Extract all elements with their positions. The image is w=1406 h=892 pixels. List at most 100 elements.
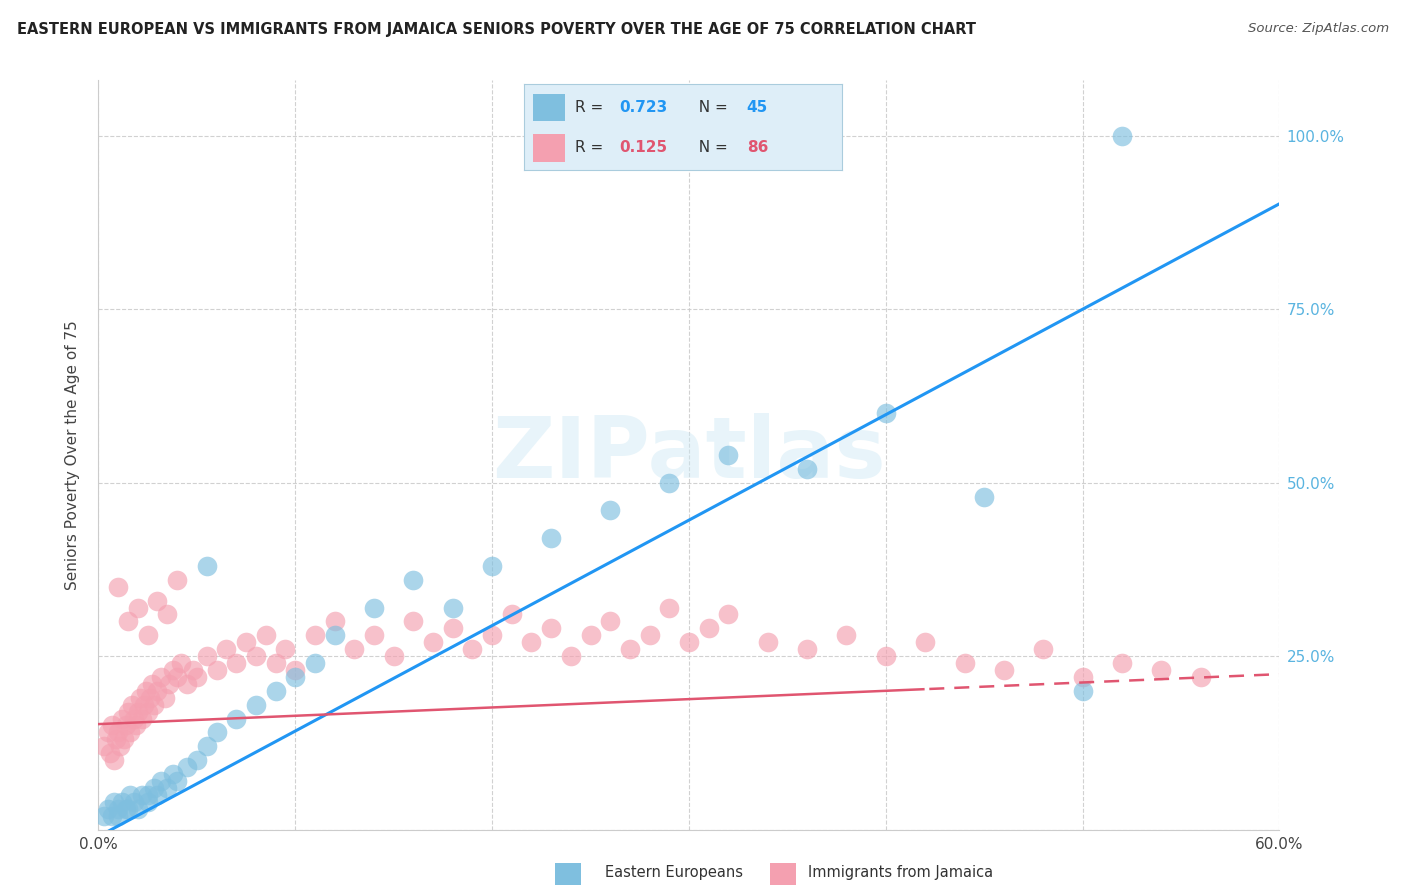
- Point: [138, 690, 160, 705]
- Point: [150, 670, 173, 684]
- Point: [284, 663, 307, 677]
- Point: [146, 683, 169, 698]
- Point: [117, 802, 139, 816]
- Point: [128, 690, 150, 705]
- Point: [93, 808, 115, 822]
- Point: [304, 656, 326, 670]
- Point: [156, 780, 179, 795]
- Point: [107, 802, 129, 816]
- Point: [136, 788, 159, 802]
- Point: [205, 663, 228, 677]
- Point: [1111, 656, 1133, 670]
- Point: [441, 600, 464, 615]
- Point: [93, 739, 115, 754]
- Point: [107, 580, 129, 594]
- Point: [402, 615, 425, 629]
- Point: [1071, 683, 1094, 698]
- Point: [658, 600, 681, 615]
- Point: [162, 767, 184, 781]
- Point: [1032, 642, 1054, 657]
- Point: [111, 712, 134, 726]
- Point: [111, 795, 134, 809]
- Point: [875, 649, 897, 664]
- Point: [619, 642, 641, 657]
- Point: [422, 635, 444, 649]
- Point: [146, 788, 169, 802]
- Point: [122, 712, 145, 726]
- Point: [150, 774, 173, 789]
- Point: [115, 802, 138, 816]
- Point: [717, 448, 740, 462]
- Point: [97, 802, 120, 816]
- Point: [156, 607, 179, 622]
- Point: [599, 615, 621, 629]
- Point: [1071, 670, 1094, 684]
- Point: [166, 573, 188, 587]
- Point: [658, 475, 681, 490]
- Text: Eastern Europeans: Eastern Europeans: [605, 865, 742, 880]
- Point: [127, 600, 149, 615]
- Point: [136, 795, 159, 809]
- Point: [97, 725, 120, 739]
- Point: [122, 795, 145, 809]
- Text: ZIPatlas: ZIPatlas: [492, 413, 886, 497]
- Point: [118, 788, 141, 802]
- Point: [205, 725, 228, 739]
- Point: [284, 670, 307, 684]
- Point: [835, 628, 858, 642]
- Point: [579, 628, 602, 642]
- Y-axis label: Seniors Poverty Over the Age of 75: Seniors Poverty Over the Age of 75: [65, 320, 80, 590]
- Point: [166, 774, 188, 789]
- Point: [993, 663, 1015, 677]
- Point: [274, 642, 297, 657]
- Point: [176, 760, 198, 774]
- Point: [501, 607, 523, 622]
- Point: [131, 788, 153, 802]
- Point: [166, 670, 188, 684]
- Point: [135, 683, 157, 698]
- Point: [131, 712, 153, 726]
- Point: [112, 732, 135, 747]
- Point: [1189, 670, 1212, 684]
- Point: [323, 628, 346, 642]
- Point: [170, 656, 193, 670]
- Point: [264, 683, 287, 698]
- Point: [118, 725, 141, 739]
- Point: [127, 705, 149, 719]
- Point: [103, 795, 125, 809]
- Point: [461, 642, 484, 657]
- Point: [225, 656, 247, 670]
- Point: [125, 718, 148, 732]
- Point: [796, 462, 818, 476]
- Point: [101, 718, 124, 732]
- Point: [142, 698, 165, 712]
- Point: [638, 628, 661, 642]
- Point: [195, 739, 218, 754]
- Point: [402, 573, 425, 587]
- Point: [142, 780, 165, 795]
- Point: [157, 677, 180, 691]
- Point: [181, 663, 204, 677]
- Text: Immigrants from Jamaica: Immigrants from Jamaica: [808, 865, 994, 880]
- Point: [235, 635, 257, 649]
- Point: [304, 628, 326, 642]
- Point: [678, 635, 700, 649]
- Point: [117, 615, 139, 629]
- Point: [875, 406, 897, 420]
- Point: [599, 503, 621, 517]
- Point: [560, 649, 582, 664]
- Point: [215, 642, 238, 657]
- Point: [520, 635, 543, 649]
- Point: [103, 753, 125, 767]
- Point: [343, 642, 366, 657]
- Point: [186, 670, 208, 684]
- Text: EASTERN EUROPEAN VS IMMIGRANTS FROM JAMAICA SENIORS POVERTY OVER THE AGE OF 75 C: EASTERN EUROPEAN VS IMMIGRANTS FROM JAMA…: [17, 22, 976, 37]
- Point: [973, 490, 995, 504]
- Point: [108, 739, 131, 754]
- Point: [540, 621, 562, 635]
- Point: [132, 698, 155, 712]
- Point: [98, 746, 121, 760]
- Point: [136, 628, 159, 642]
- Point: [756, 635, 779, 649]
- Point: [382, 649, 405, 664]
